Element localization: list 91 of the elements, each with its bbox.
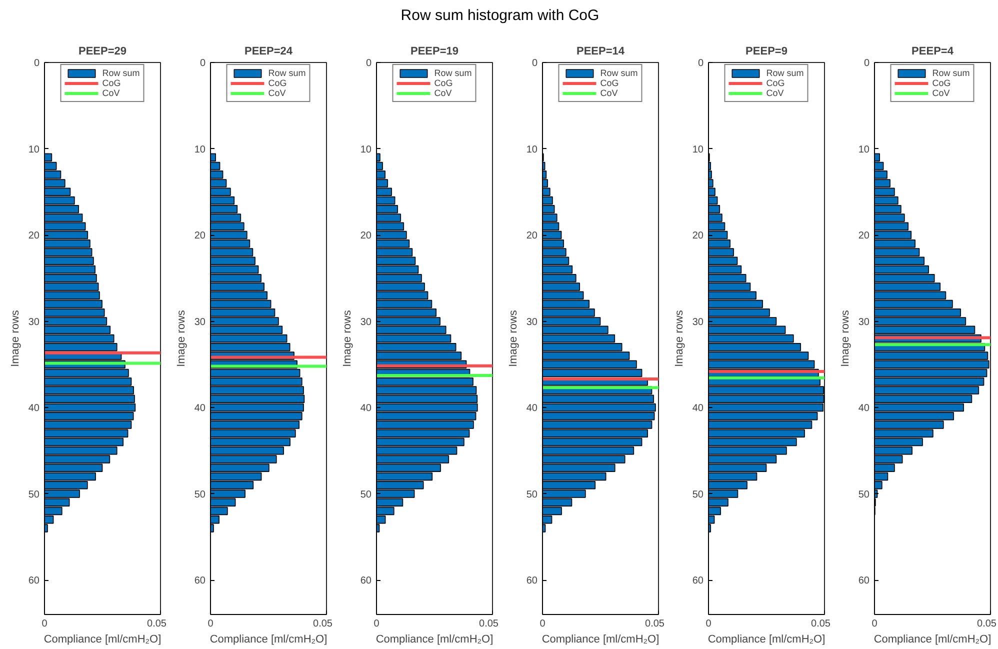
y-tick-label: 60 (28, 576, 40, 586)
x-tick-label: 0 (872, 618, 878, 630)
x-axis-title: Compliance [ml/cmH₂O] (874, 634, 992, 646)
y-tick-label: 50 (858, 489, 870, 500)
x-tick-label: 0 (208, 618, 214, 630)
legend-label: Row sum (600, 68, 638, 78)
y-axis-title: Image rows (9, 310, 22, 367)
x-tick-label: 0.05 (313, 618, 333, 630)
x-tick-label: 0.05 (645, 618, 665, 630)
legend-label: Row sum (766, 68, 804, 78)
y-tick-label: 50 (360, 489, 372, 500)
x-tick-label: 0 (374, 618, 380, 630)
legend-label: CoV (268, 88, 287, 98)
x-tick-label: 0.05 (479, 618, 499, 630)
y-tick-label: 60 (692, 576, 704, 586)
legend-label: CoV (766, 88, 785, 98)
chart-title: PEEP=24 (244, 46, 294, 58)
legend-label: CoV (932, 88, 951, 98)
legend-label: CoG (434, 78, 454, 88)
x-tick-label: 0 (540, 618, 546, 630)
chart-title: PEEP=9 (746, 46, 788, 58)
x-tick-label: 0 (42, 618, 48, 630)
y-tick-label: 10 (360, 144, 372, 156)
legend-label: CoV (102, 88, 121, 98)
y-tick-label: 60 (360, 576, 372, 586)
chart-title: PEEP=29 (78, 46, 127, 58)
legend-label: Row sum (268, 68, 306, 78)
legend-label: CoG (766, 78, 786, 88)
y-tick-label: 30 (692, 316, 704, 328)
legend-label: CoV (600, 88, 619, 98)
chart-title: PEEP=19 (410, 46, 459, 58)
y-axis-title: Image rows (839, 310, 852, 367)
y-tick-label: 20 (692, 230, 704, 242)
legend-label: Row sum (434, 68, 472, 78)
x-axis-title: Compliance [ml/cmH₂O] (210, 634, 328, 646)
y-axis-title: Image rows (507, 310, 520, 367)
y-tick-label: 30 (194, 316, 206, 328)
legend-label: Row sum (102, 68, 140, 78)
x-tick-label: 0.05 (811, 618, 831, 630)
y-axis-title: Image rows (175, 310, 188, 367)
legend-label: CoG (932, 78, 952, 88)
y-tick-label: 0 (864, 58, 870, 69)
x-axis-title: Compliance [ml/cmH₂O] (708, 634, 826, 646)
y-tick-label: 30 (28, 316, 40, 328)
x-tick-label: 0 (706, 618, 712, 630)
y-tick-label: 20 (360, 230, 372, 242)
y-tick-label: 40 (692, 403, 704, 414)
y-tick-label: 60 (858, 576, 870, 586)
y-tick-label: 10 (858, 144, 870, 156)
y-tick-label: 50 (194, 489, 206, 500)
legend-label: CoV (434, 88, 453, 98)
y-tick-label: 40 (194, 403, 206, 414)
y-tick-label: 20 (28, 230, 40, 242)
y-tick-label: 30 (360, 316, 372, 328)
y-axis-title: Image rows (341, 310, 354, 367)
y-tick-label: 20 (526, 230, 538, 242)
legend-label: CoG (268, 78, 288, 88)
chart-title: PEEP=4 (912, 46, 954, 58)
y-tick-label: 30 (858, 316, 870, 328)
y-tick-label: 0 (200, 58, 206, 69)
y-tick-label: 60 (526, 576, 538, 586)
y-tick-label: 40 (858, 403, 870, 414)
y-tick-label: 50 (692, 489, 704, 500)
text: Row sum histogram with CoG (400, 6, 600, 26)
y-tick-label: 50 (526, 489, 538, 500)
y-tick-label: 0 (34, 58, 40, 69)
y-tick-label: 40 (526, 403, 538, 414)
x-axis-title: Compliance [ml/cmH₂O] (376, 634, 494, 646)
y-tick-label: 10 (194, 144, 206, 156)
y-tick-label: 30 (526, 316, 538, 328)
y-tick-label: 10 (526, 144, 538, 156)
x-axis-title: Compliance [ml/cmH₂O] (44, 634, 162, 646)
y-tick-label: 0 (366, 58, 372, 69)
y-tick-label: 60 (194, 576, 206, 586)
y-tick-label: 20 (858, 230, 870, 242)
x-tick-label: 0.05 (977, 618, 997, 630)
legend-label: Row sum (932, 68, 970, 78)
x-axis-title: Compliance [ml/cmH₂O] (542, 634, 660, 646)
x-tick-label: 0.05 (147, 618, 167, 630)
y-tick-label: 0 (698, 58, 704, 69)
y-tick-label: 40 (360, 403, 372, 414)
legend-label: CoG (102, 78, 122, 88)
y-tick-label: 20 (194, 230, 206, 242)
y-tick-label: 50 (28, 489, 40, 500)
y-axis-title: Image rows (673, 310, 686, 367)
legend-label: CoG (600, 78, 620, 88)
y-tick-label: 40 (28, 403, 40, 414)
y-tick-label: 10 (28, 144, 40, 156)
chart-title: PEEP=14 (576, 46, 626, 58)
y-tick-label: 0 (532, 58, 538, 69)
y-tick-label: 10 (692, 144, 704, 156)
